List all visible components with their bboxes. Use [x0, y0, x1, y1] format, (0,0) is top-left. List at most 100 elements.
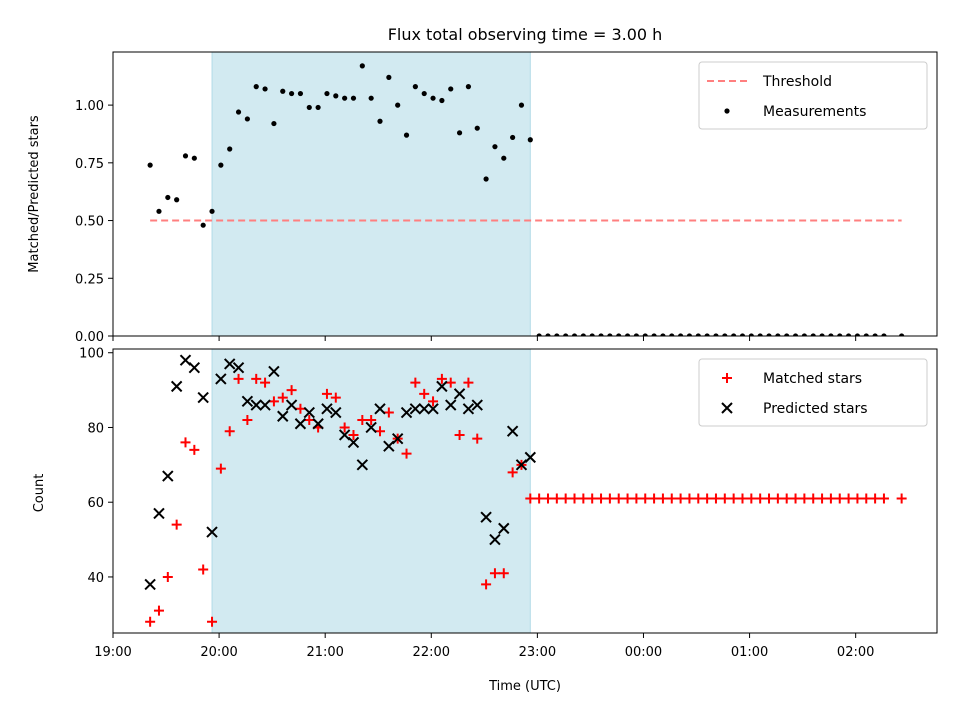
- data-point: [171, 519, 182, 530]
- data-point: [545, 333, 551, 336]
- data-point: [153, 507, 165, 520]
- data-point: [837, 333, 843, 336]
- data-point: [781, 493, 792, 504]
- data-point: [480, 511, 492, 523]
- data-point: [244, 116, 250, 122]
- legend-label: Predicted stars: [763, 401, 868, 417]
- data-point: [170, 380, 183, 393]
- data-point: [165, 194, 171, 201]
- data-point: [147, 162, 153, 168]
- data-point: [852, 493, 863, 504]
- data-point: [589, 333, 595, 336]
- data-point: [527, 137, 533, 143]
- data-point: [259, 399, 271, 411]
- data-point: [253, 84, 259, 90]
- data-point: [368, 95, 374, 101]
- data-point: [896, 493, 907, 504]
- data-point: [162, 571, 173, 582]
- data-point: [790, 493, 801, 504]
- data-point: [304, 415, 315, 425]
- data-point: [285, 399, 298, 411]
- data-point: [739, 333, 746, 336]
- data-point: [268, 365, 280, 378]
- data-point: [587, 493, 598, 504]
- data-point: [303, 406, 315, 419]
- data-point: [144, 578, 156, 591]
- data-point: [872, 333, 878, 336]
- data-point: [421, 90, 427, 97]
- data-point: [633, 333, 639, 336]
- data-point: [766, 333, 772, 336]
- data-point: [746, 493, 757, 504]
- data-point: [510, 134, 516, 141]
- data-point: [660, 333, 666, 336]
- data-point: [669, 333, 675, 336]
- data-point: [631, 493, 642, 504]
- data-point: [651, 333, 657, 336]
- data-point: [215, 373, 227, 385]
- data-point: [153, 605, 164, 616]
- x-tick-label: 20:00: [200, 645, 237, 660]
- data-point: [412, 84, 418, 90]
- data-point: [280, 88, 286, 94]
- data-point: [339, 422, 350, 433]
- data-point: [506, 425, 519, 437]
- y-tick-label: 0.75: [75, 157, 104, 172]
- data-point: [463, 377, 474, 388]
- data-point: [189, 444, 200, 455]
- data-point: [489, 568, 500, 579]
- data-point: [227, 146, 233, 152]
- data-point: [241, 395, 254, 408]
- data-point: [312, 418, 324, 430]
- data-point: [702, 493, 713, 504]
- legend-item: Measurements: [724, 104, 866, 120]
- data-point: [569, 493, 580, 504]
- x-tick-label: 19:00: [94, 645, 131, 660]
- data-point: [233, 373, 244, 384]
- series-measurements: [147, 63, 905, 336]
- data-point: [828, 333, 834, 336]
- data-point: [330, 406, 342, 419]
- data-point: [474, 125, 480, 131]
- data-point: [604, 493, 615, 504]
- data-point: [395, 102, 401, 108]
- data-point: [678, 333, 684, 336]
- data-point: [223, 358, 236, 370]
- data-point: [719, 493, 730, 504]
- data-point: [374, 403, 386, 415]
- data-point: [649, 493, 660, 504]
- bottom-panel: Time (UTC) Count 40 60 80 100 19:00 20:00 21:0…: [32, 347, 938, 694]
- data-point: [348, 429, 359, 440]
- x-axis-label: Time (UTC): [488, 679, 561, 694]
- data-point: [863, 333, 869, 336]
- data-point: [235, 109, 242, 115]
- data-point: [277, 410, 289, 422]
- data-point: [306, 104, 312, 111]
- x-tick-label: 23:00: [519, 645, 556, 660]
- data-point: [642, 333, 648, 336]
- legend-x-swatch: [721, 402, 733, 414]
- data-point: [755, 493, 766, 504]
- legend-item: Threshold: [707, 74, 832, 90]
- data-point: [748, 333, 754, 336]
- bottom-legend: Matched stars Predicted stars: [698, 358, 928, 427]
- data-point: [772, 493, 783, 504]
- data-point: [359, 63, 365, 69]
- data-point: [578, 493, 589, 504]
- data-point: [174, 197, 180, 203]
- top-legend: Threshold Measurements: [698, 61, 928, 130]
- data-point: [198, 564, 209, 575]
- data-point: [428, 396, 439, 407]
- data-point: [342, 95, 348, 101]
- data-point: [207, 616, 218, 627]
- data-point: [801, 333, 807, 336]
- data-point: [808, 493, 819, 504]
- data-point: [356, 459, 369, 471]
- x-tick-label: 22:00: [413, 645, 450, 660]
- data-point: [180, 437, 191, 448]
- data-point: [560, 493, 571, 504]
- top-plot-area: [147, 63, 905, 336]
- data-point: [350, 95, 357, 101]
- data-point: [182, 153, 189, 159]
- data-point: [825, 493, 836, 504]
